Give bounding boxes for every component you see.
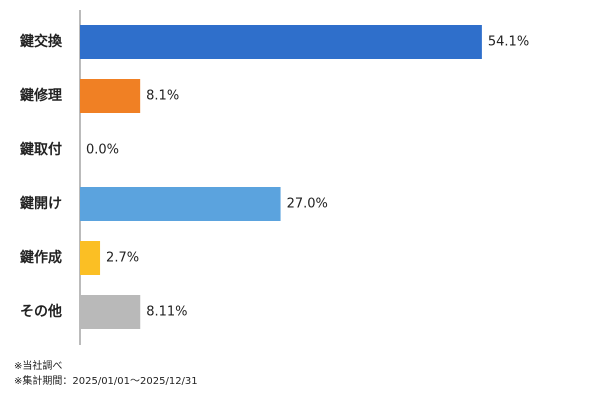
bar [80, 25, 482, 59]
category-label: 鍵取付 [20, 141, 62, 158]
category-label: 鍵作成 [20, 249, 62, 266]
category-label: 鍵開け [20, 195, 62, 212]
value-label: 8.11% [146, 305, 187, 320]
bar [80, 295, 141, 329]
bar [80, 79, 141, 113]
category-label: 鍵修理 [20, 87, 62, 104]
value-label: 8.1% [146, 89, 179, 104]
category-label: その他 [20, 303, 62, 320]
note: ※当社調べ [14, 359, 62, 372]
value-label: 54.1% [488, 35, 529, 50]
value-label: 27.0% [287, 197, 328, 212]
value-label: 2.7% [106, 251, 139, 266]
value-label: 0.0% [86, 143, 119, 158]
category-label: 鍵交換 [20, 33, 63, 50]
note: ※集計期間：2025/01/01～2025/12/31 [14, 374, 198, 387]
bar [80, 187, 281, 221]
bar [80, 241, 101, 275]
